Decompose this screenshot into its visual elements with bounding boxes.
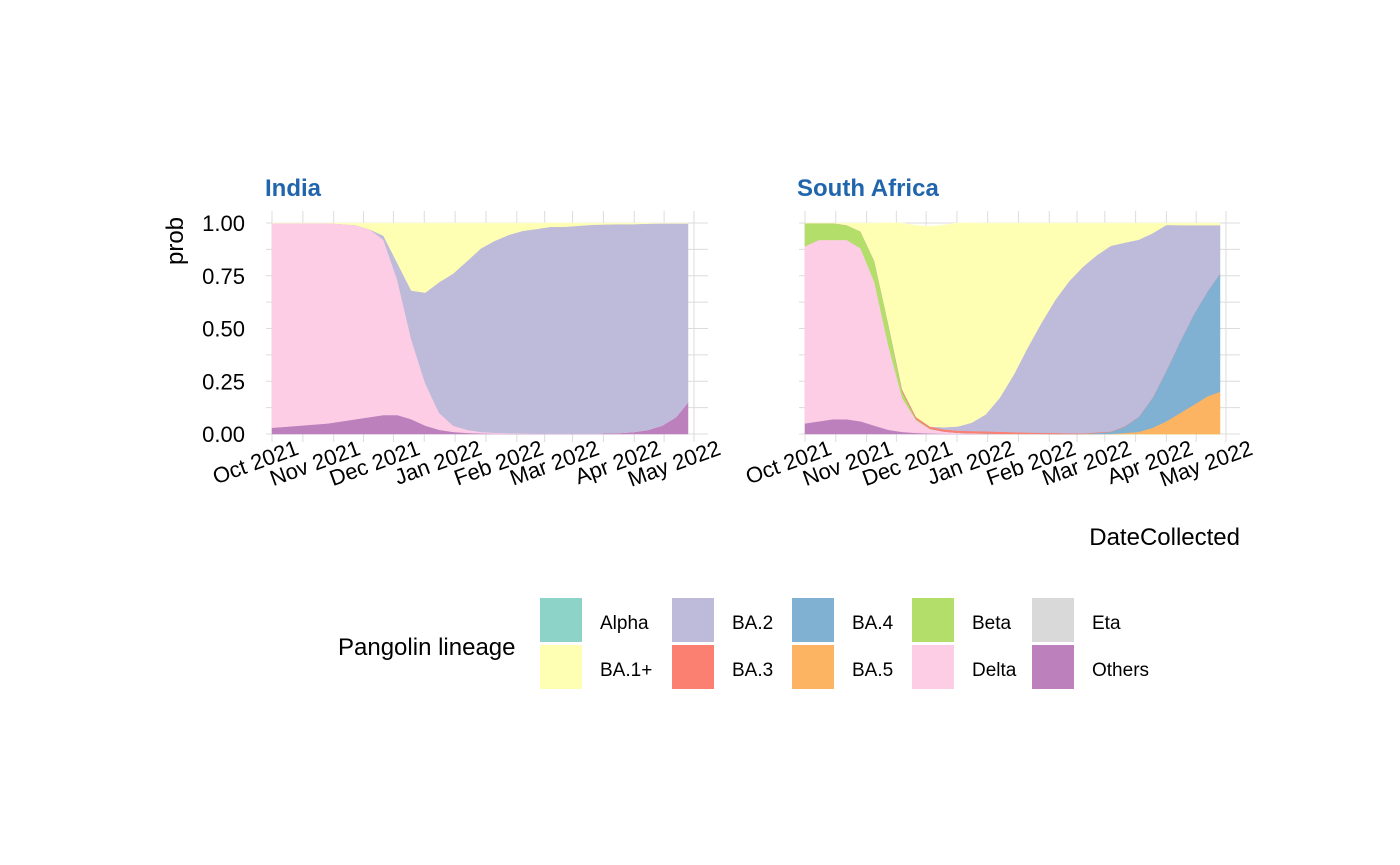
legend-title: Pangolin lineage	[338, 634, 515, 661]
legend-item-ba-4: BA.4	[792, 598, 894, 642]
x-axis-label: DateCollected	[1089, 524, 1240, 551]
legend-swatch-ba-4	[792, 598, 834, 642]
legend-item-alpha: Alpha	[540, 598, 649, 642]
legend-label-beta: Beta	[972, 613, 1012, 634]
y-axis-label: prob	[162, 217, 189, 265]
legend-item-ba-1: BA.1+	[540, 645, 652, 689]
legend-swatch-others	[1032, 645, 1074, 689]
legend-swatch-eta	[1032, 598, 1074, 642]
y-ticks: 0.00 0.25 0.50 0.75 1.00	[202, 211, 245, 447]
legend-swatch-ba-1	[540, 645, 582, 689]
legend-item-ba-2: BA.2	[672, 598, 773, 642]
legend-item-eta: Eta	[1032, 598, 1121, 642]
legend-label-alpha: Alpha	[600, 613, 649, 634]
legend-swatch-ba-5	[792, 645, 834, 689]
legend-item-beta: Beta	[912, 598, 1012, 642]
legend-item-others: Others	[1032, 645, 1149, 689]
y-tick-label: 0.50	[202, 317, 245, 342]
legend-item-ba-5: BA.5	[792, 645, 893, 689]
panel-title-india: India	[265, 175, 322, 202]
legend-label-eta: Eta	[1092, 613, 1121, 634]
legend-label-delta: Delta	[972, 660, 1017, 681]
areas-south-africa	[804, 222, 1221, 435]
legend-swatch-delta	[912, 645, 954, 689]
legend-label-ba-4: BA.4	[852, 613, 894, 634]
legend-label-ba-5: BA.5	[852, 660, 893, 681]
legend-item-delta: Delta	[912, 645, 1017, 689]
y-tick-label: 0.00	[202, 422, 245, 447]
areas-india	[271, 222, 689, 435]
legend-label-ba-2: BA.2	[732, 613, 773, 634]
stack-top-edge-south-africa	[805, 222, 1220, 227]
legend-label-others: Others	[1092, 660, 1149, 681]
legend-item-ba-3: BA.3	[672, 645, 773, 689]
y-tick-label: 1.00	[202, 211, 245, 236]
legend-swatch-beta	[912, 598, 954, 642]
legend: Pangolin lineage Alpha BA.1+ BA.2 BA.3 BA.4 B…	[338, 598, 1149, 689]
legend-swatch-ba-3	[672, 645, 714, 689]
panel-title-south-africa: South Africa	[797, 175, 939, 202]
legend-swatch-alpha	[540, 598, 582, 642]
legend-swatch-ba-2	[672, 598, 714, 642]
y-tick-label: 0.75	[202, 264, 245, 289]
legend-label-ba-3: BA.3	[732, 660, 773, 681]
legend-label-ba-1: BA.1+	[600, 660, 652, 681]
y-tick-label: 0.25	[202, 369, 245, 394]
